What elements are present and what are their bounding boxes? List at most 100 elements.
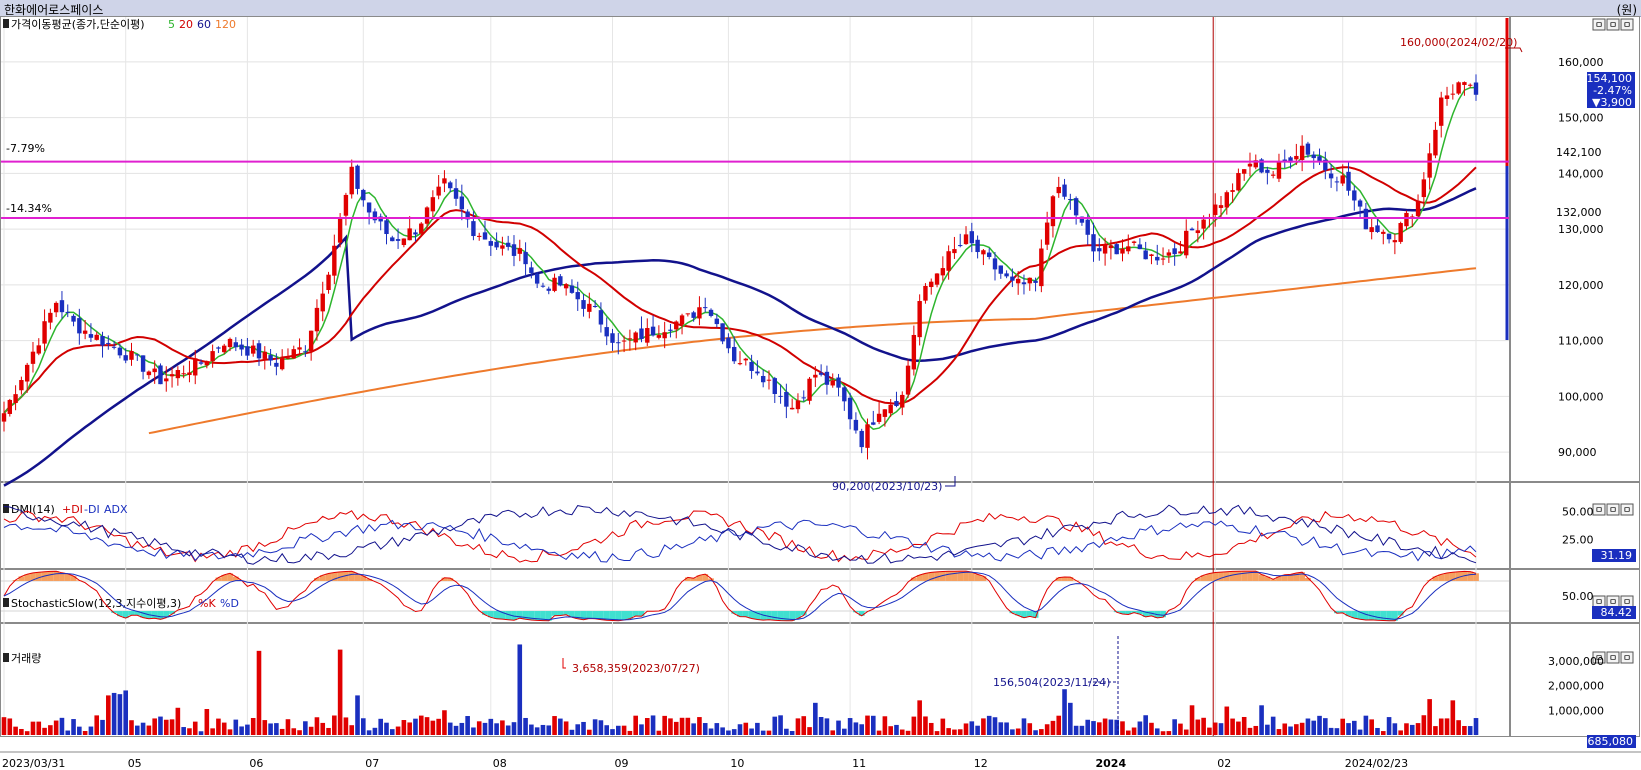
candle-body [1010, 276, 1015, 281]
candle-body [36, 345, 41, 354]
volume-bar [1450, 700, 1456, 735]
candle-body [13, 394, 18, 404]
candle-body [1247, 163, 1253, 167]
volume-bar [882, 716, 888, 735]
horizontal-levels[interactable] [1, 160, 1509, 219]
volume-bar [766, 730, 772, 735]
candle-body [1033, 280, 1038, 283]
volume-bar [1207, 727, 1212, 735]
candle-body [129, 350, 134, 360]
x-tick-label: 12 [974, 757, 988, 770]
ma60-line [3, 187, 1477, 487]
volume-bar [471, 727, 476, 735]
volume-bar [82, 731, 88, 735]
candle-body [332, 245, 337, 276]
volume-bar [1166, 731, 1172, 735]
volume-bar [1224, 706, 1230, 735]
candle-body [894, 401, 899, 406]
candle-body [303, 351, 308, 353]
candle-body [1230, 190, 1235, 192]
volume-bar [708, 728, 714, 735]
volume-bar [558, 718, 563, 735]
dmi-value-tag: 31.19 [1592, 549, 1636, 562]
volume-bar [268, 723, 273, 735]
hline2-pct: -14.34% [6, 202, 52, 215]
volume-bar [71, 719, 76, 735]
panel-button[interactable] [1606, 503, 1620, 516]
ma60-path [3, 187, 1477, 487]
volume-bar [610, 729, 615, 735]
stoch-d-line [3, 571, 1477, 621]
candle-body [1097, 248, 1102, 252]
volume-bar [749, 728, 754, 735]
candle-body [158, 365, 163, 385]
volume-bar [778, 715, 783, 735]
candle-body [285, 357, 291, 359]
candle-body [494, 241, 499, 248]
volume-bar [1015, 728, 1021, 735]
candle-body [42, 321, 47, 344]
panel-button-glyph: ㅁ [1595, 21, 1603, 31]
volume-bar [928, 722, 934, 735]
volume-bar [772, 716, 778, 735]
volume-bar [476, 721, 482, 735]
volume-bar [459, 722, 465, 735]
panel-button-glyph: ㅁ [1623, 506, 1631, 516]
volume-bar [876, 730, 882, 735]
candle-body [1224, 192, 1230, 208]
panel-button[interactable] [1592, 18, 1606, 31]
volume-bar [424, 717, 430, 735]
candle-body [366, 202, 372, 213]
volume-bar [1160, 731, 1166, 735]
candle-body [436, 186, 441, 196]
panel-button[interactable] [1592, 651, 1606, 664]
candle-body [349, 166, 354, 195]
volume-bar [992, 717, 998, 735]
volume-bar [1357, 729, 1363, 735]
volume-bar [1276, 729, 1282, 735]
high-pointer [1505, 47, 1523, 53]
panel-button[interactable] [1606, 651, 1620, 664]
volume-bar [813, 702, 818, 735]
candle-body [135, 354, 140, 356]
candle-body [245, 346, 250, 356]
volume-bar [401, 720, 407, 735]
panel-icon [3, 598, 9, 607]
volume-bar [140, 722, 146, 735]
axis-border [1510, 482, 1640, 569]
volume-bar [592, 719, 598, 735]
volume-bar [407, 722, 412, 735]
panel-button[interactable] [1620, 503, 1634, 516]
volume-bar [789, 731, 795, 735]
candle-body [111, 346, 117, 348]
candle-body [818, 372, 824, 375]
volume-bar [888, 726, 893, 735]
candle-body [1120, 248, 1125, 254]
candle-body [279, 358, 285, 370]
volume-bar [372, 727, 378, 735]
volume-tick-label: 1,000,000 [1548, 704, 1604, 717]
volume-bar [656, 730, 662, 735]
price-panel-label: 가격이동평균(종가,단순이평) [11, 18, 145, 31]
stock-chart[interactable]: 가격이동평균(종가,단순이평) 5 20 60 120 DMI(14) +DI … [0, 16, 1641, 770]
panel-button[interactable] [1620, 651, 1634, 664]
candle-body [320, 293, 325, 312]
volume-bar [743, 722, 749, 735]
panel-button[interactable] [1606, 18, 1620, 31]
candle-body [1050, 196, 1056, 227]
candle-body [384, 220, 389, 235]
volume-bar [523, 717, 528, 735]
volume-bar [1189, 705, 1195, 735]
grid-lines [0, 16, 1640, 737]
candle-body [592, 305, 598, 308]
candle-body [604, 327, 609, 337]
panel-button[interactable] [1620, 18, 1634, 31]
candle-body [94, 334, 99, 340]
candles [1, 74, 1479, 460]
volume-bar [1375, 727, 1380, 735]
volume-bar [1114, 719, 1119, 735]
panel-button[interactable] [1592, 503, 1606, 516]
panel-button-glyph: ㅁ [1623, 21, 1631, 31]
candle-body [853, 419, 859, 431]
